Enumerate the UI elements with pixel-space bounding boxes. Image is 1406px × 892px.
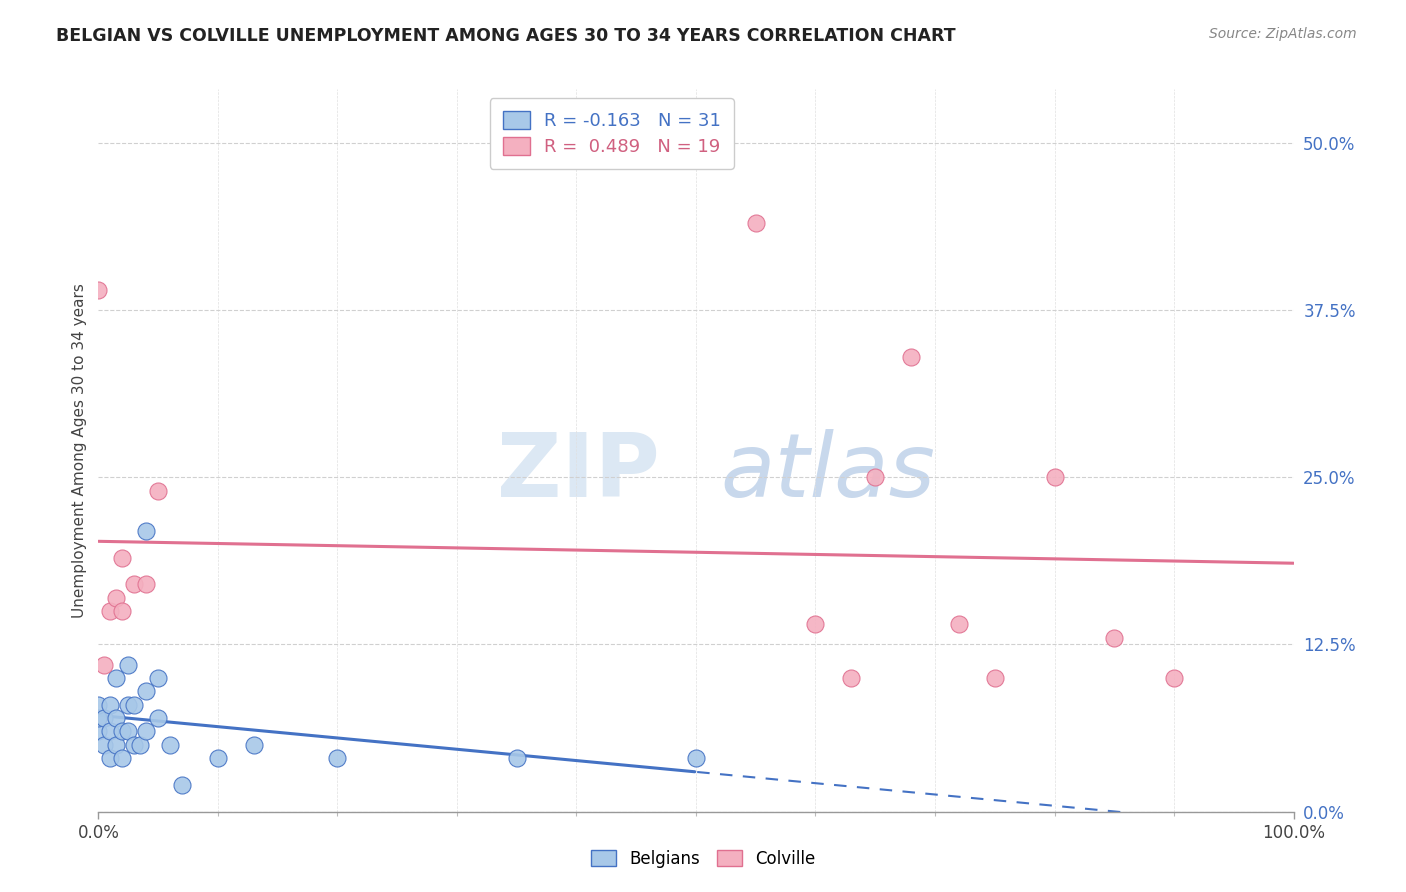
Point: [117, 724, 139, 739]
Point: [135, 577, 157, 591]
Point: [148, 483, 170, 498]
Point: [948, 617, 970, 632]
Point: [135, 684, 157, 698]
Point: [135, 724, 157, 739]
Point: [105, 738, 128, 752]
Point: [129, 738, 152, 752]
Point: [111, 724, 134, 739]
Point: [93, 657, 115, 672]
Point: [900, 350, 922, 364]
Point: [804, 617, 827, 632]
Point: [98, 724, 122, 739]
Point: [159, 738, 181, 752]
Point: [984, 671, 1007, 685]
Point: [87, 698, 110, 712]
Point: [172, 778, 194, 792]
Point: [841, 671, 863, 685]
Point: [117, 698, 139, 712]
Point: [117, 657, 139, 672]
Point: [124, 577, 146, 591]
Point: [1163, 671, 1185, 685]
Point: [506, 751, 529, 765]
Point: [1043, 470, 1066, 484]
Point: [93, 711, 115, 725]
Point: [745, 216, 768, 230]
Text: ZIP: ZIP: [498, 429, 661, 516]
Point: [87, 724, 110, 739]
Point: [326, 751, 349, 765]
Point: [243, 738, 266, 752]
Point: [148, 711, 170, 725]
Point: [87, 711, 110, 725]
Point: [148, 671, 170, 685]
Point: [105, 671, 128, 685]
Point: [105, 591, 128, 605]
Point: [98, 751, 122, 765]
Y-axis label: Unemployment Among Ages 30 to 34 years: Unemployment Among Ages 30 to 34 years: [72, 283, 87, 618]
Point: [685, 751, 707, 765]
Point: [135, 524, 157, 538]
Point: [111, 550, 134, 565]
Point: [865, 470, 887, 484]
Point: [1104, 631, 1126, 645]
Text: Source: ZipAtlas.com: Source: ZipAtlas.com: [1209, 27, 1357, 41]
Point: [207, 751, 229, 765]
Text: BELGIAN VS COLVILLE UNEMPLOYMENT AMONG AGES 30 TO 34 YEARS CORRELATION CHART: BELGIAN VS COLVILLE UNEMPLOYMENT AMONG A…: [56, 27, 956, 45]
Text: atlas: atlas: [720, 429, 935, 516]
Legend: R = -0.163   N = 31, R =  0.489   N = 19: R = -0.163 N = 31, R = 0.489 N = 19: [489, 98, 734, 169]
Point: [124, 698, 146, 712]
Point: [98, 604, 122, 618]
Point: [124, 738, 146, 752]
Point: [105, 711, 128, 725]
Legend: Belgians, Colville: Belgians, Colville: [583, 844, 823, 875]
Point: [98, 698, 122, 712]
Point: [111, 751, 134, 765]
Point: [111, 604, 134, 618]
Point: [93, 738, 115, 752]
Point: [87, 283, 110, 297]
